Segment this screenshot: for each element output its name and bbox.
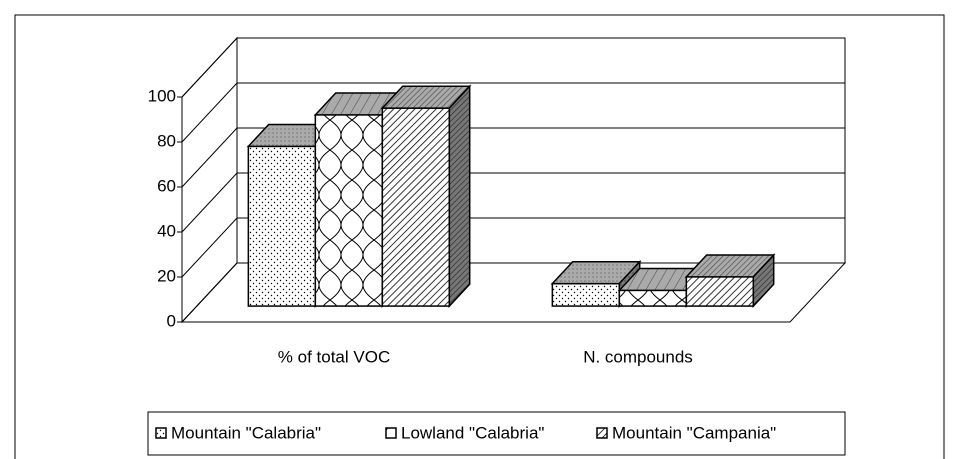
grid-line (181, 82, 845, 143)
y-tick-label: 0 (167, 311, 176, 330)
chart-border (14, 14, 945, 459)
y-tick-label: 40 (157, 221, 176, 240)
bar-front (381, 107, 451, 307)
y-tick-label: 80 (157, 131, 176, 150)
grid-line (181, 262, 845, 323)
bar (380, 84, 472, 308)
legend-label: Mountain "Calabria" (171, 423, 321, 442)
bar-front (314, 114, 384, 307)
y-tick-label: 100 (148, 86, 176, 105)
legend-swatch (155, 427, 167, 439)
x-tick-label: N. compounds (583, 347, 693, 366)
legend-label: Mountain "Campania" (612, 423, 776, 442)
legend-label: Lowland "Calabria" (401, 423, 544, 442)
bar (684, 253, 776, 308)
legend-swatch (596, 427, 608, 439)
bar-side (448, 84, 471, 308)
y-tick-label: 60 (157, 176, 176, 195)
grid-line (181, 127, 845, 188)
bar-side (752, 253, 775, 308)
bar-front (685, 276, 755, 307)
legend-box (147, 411, 846, 456)
grid-line (181, 37, 845, 98)
bar-front (551, 282, 621, 307)
y-tick-label: 20 (157, 266, 176, 285)
grid-line (181, 172, 845, 233)
grid-line (181, 217, 845, 278)
bar-front (247, 145, 317, 307)
legend-swatch (385, 427, 397, 439)
bar-front (618, 289, 688, 307)
x-tick-label: % of total VOC (278, 347, 390, 366)
